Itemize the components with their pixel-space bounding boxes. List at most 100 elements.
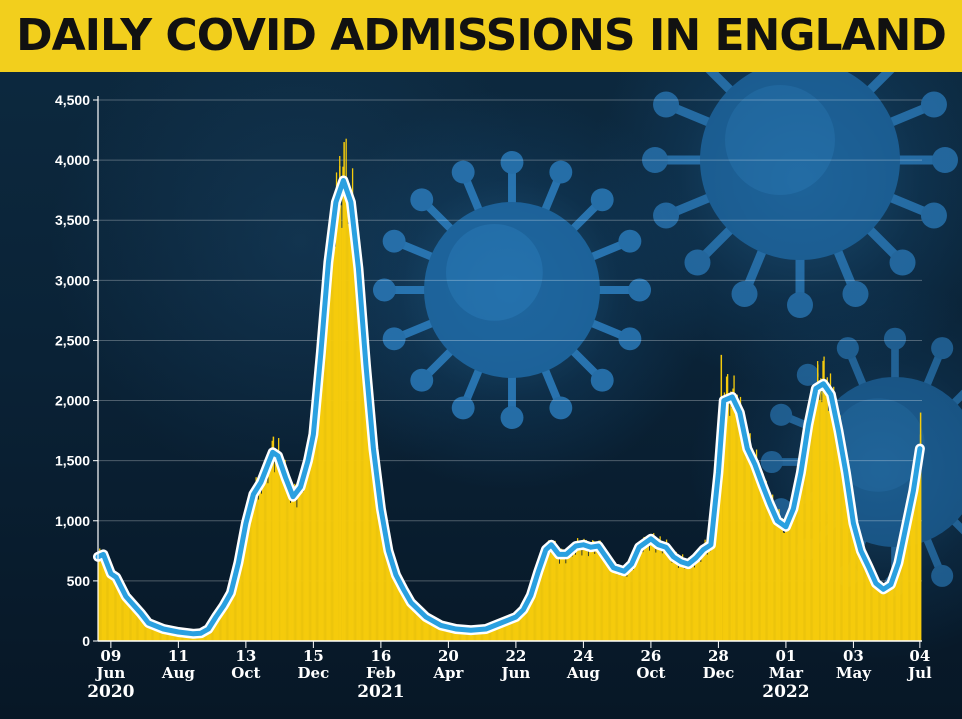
daily-bar	[126, 596, 129, 641]
daily-bar	[490, 626, 492, 641]
daily-bar	[624, 568, 626, 641]
daily-bar	[313, 421, 315, 641]
daily-bar	[384, 517, 386, 641]
daily-bar	[434, 621, 436, 641]
daily-bar	[795, 501, 797, 641]
daily-bar	[813, 388, 816, 641]
daily-bar	[766, 502, 768, 641]
daily-bar	[571, 556, 573, 641]
daily-bar	[541, 558, 543, 641]
daily-bar	[726, 374, 729, 641]
daily-bar	[759, 468, 761, 641]
x-tick-month: Aug	[161, 664, 196, 682]
daily-bar	[568, 556, 570, 641]
virus-spike-tip	[382, 327, 406, 351]
daily-bar	[152, 624, 154, 641]
x-tick-month: Dec	[298, 664, 330, 682]
daily-bar	[685, 561, 687, 641]
virus-spike-tip	[618, 327, 642, 351]
daily-bar	[340, 205, 342, 642]
daily-bar	[801, 465, 804, 641]
daily-bar	[746, 436, 748, 641]
daily-bar	[116, 583, 118, 641]
daily-bar	[242, 536, 244, 641]
daily-bar	[810, 396, 812, 641]
daily-bar	[906, 510, 909, 641]
virus-spike-tip	[932, 147, 958, 173]
daily-bar	[641, 547, 643, 641]
daily-bar	[156, 625, 159, 641]
daily-bar	[657, 543, 659, 641]
daily-bar	[440, 625, 443, 641]
daily-bar	[898, 564, 900, 641]
y-tick-label: 4,000	[55, 152, 90, 168]
daily-bar	[782, 532, 785, 641]
virus-spike-tip	[883, 327, 907, 350]
daily-bar	[598, 540, 600, 641]
daily-bar	[377, 475, 379, 641]
daily-bar	[911, 512, 913, 641]
daily-bar	[775, 512, 777, 641]
daily-bar	[252, 496, 254, 641]
daily-bar	[777, 525, 779, 641]
daily-bar	[635, 558, 638, 641]
virus-spike-tip	[931, 337, 954, 360]
daily-bar	[790, 526, 792, 641]
daily-bar	[723, 392, 726, 641]
daily-bar	[271, 440, 273, 641]
daily-bar	[553, 543, 555, 641]
daily-bar	[791, 508, 793, 641]
daily-bar	[886, 589, 888, 641]
x-tick-day: 01	[775, 647, 796, 665]
daily-bar	[492, 626, 494, 641]
daily-bar	[254, 498, 256, 641]
daily-bar	[363, 362, 366, 641]
daily-bar	[634, 555, 637, 641]
daily-bar	[474, 629, 476, 641]
daily-bar	[596, 546, 598, 641]
daily-bar	[282, 472, 284, 641]
daily-bar	[711, 530, 714, 641]
daily-bar	[410, 603, 413, 641]
daily-bar	[329, 216, 331, 641]
daily-bar	[609, 559, 611, 641]
daily-bar	[103, 561, 105, 641]
daily-admissions-bars	[98, 138, 922, 642]
daily-bar	[584, 548, 586, 641]
daily-bar	[761, 493, 763, 641]
daily-bar	[273, 472, 276, 641]
daily-bar	[511, 618, 513, 641]
daily-bar	[702, 551, 704, 641]
virus-spike-tip	[500, 150, 524, 174]
daily-bar	[269, 453, 271, 641]
virus-particle-center	[372, 150, 652, 430]
daily-bar	[468, 631, 471, 641]
daily-bar	[414, 606, 416, 641]
daily-bar	[581, 555, 583, 641]
daily-bar	[215, 618, 218, 641]
daily-bar	[672, 551, 674, 641]
daily-bar	[225, 603, 227, 641]
daily-bar	[808, 425, 810, 641]
daily-bar	[376, 479, 378, 641]
daily-bar	[549, 553, 551, 641]
daily-bar	[670, 555, 672, 641]
daily-bar	[544, 549, 547, 641]
daily-bar	[450, 627, 452, 641]
x-tick-day: 09	[100, 647, 121, 665]
daily-bar	[704, 539, 706, 641]
daily-bar	[124, 593, 127, 641]
daily-bar	[466, 629, 468, 641]
daily-bar	[524, 606, 526, 641]
daily-bar	[446, 627, 448, 641]
x-tick-month: Oct	[231, 664, 260, 682]
daily-bar	[814, 401, 817, 641]
x-tick-day: 24	[573, 647, 594, 665]
daily-bar	[651, 542, 654, 641]
daily-bar	[677, 567, 679, 641]
virus-spike-tip	[451, 160, 475, 184]
daily-bar	[158, 627, 160, 641]
daily-bar	[154, 627, 157, 641]
daily-bar	[841, 457, 843, 641]
daily-bar	[619, 575, 622, 641]
